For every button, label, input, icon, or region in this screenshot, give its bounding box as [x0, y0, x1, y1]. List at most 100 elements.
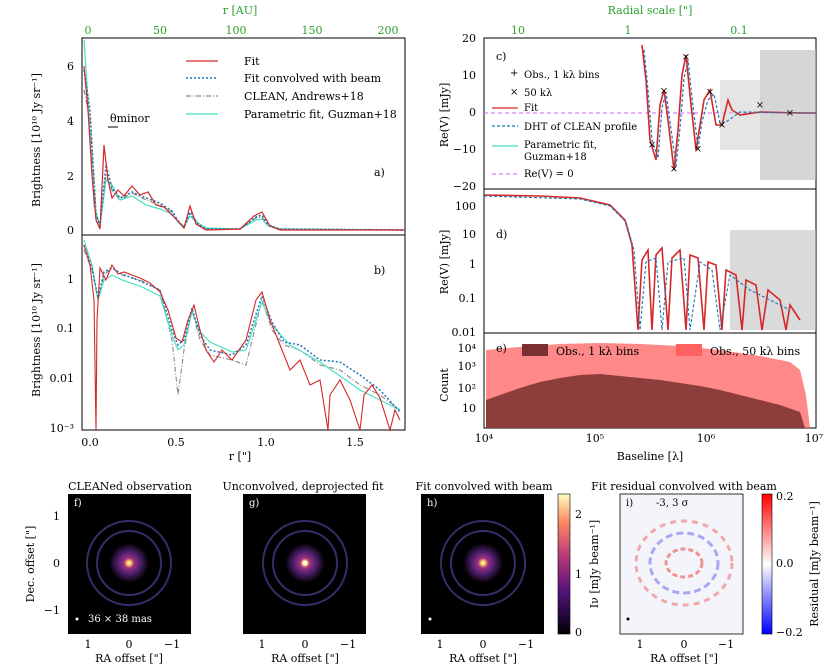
- legend-marker-x: ×: [510, 87, 518, 98]
- curve-clean-log: [83, 249, 401, 411]
- cbar1-label: Iν [mJy beam⁻¹]: [588, 520, 601, 608]
- xtick: 1: [437, 638, 444, 651]
- beam-marker: [428, 617, 432, 621]
- xtick: −1: [518, 638, 534, 651]
- ring-mid: [272, 530, 338, 596]
- panel-f-label: f): [74, 498, 82, 509]
- legend-item: Obs., 50 kλ bins: [710, 345, 800, 358]
- panel-a-yticks: 0 2 4 6: [67, 60, 74, 237]
- panel-i-label: i): [626, 498, 633, 509]
- cbar-tick: 0.2: [776, 490, 794, 503]
- marker-x: ×: [756, 100, 764, 111]
- image-ylabel: Dec. offset ["]: [24, 526, 37, 603]
- ytick: 10⁴: [458, 342, 477, 355]
- ytick: 10⁻³: [50, 422, 74, 435]
- xtick: −1: [718, 638, 734, 651]
- panel-d-label: d): [496, 228, 507, 241]
- hist-1k: [486, 374, 805, 428]
- marker-x: ×: [682, 52, 690, 63]
- left-top-ticks: 0 50 100 150 200: [85, 24, 399, 37]
- ytick: 0.01: [50, 372, 75, 385]
- colorbar-magma: [557, 493, 571, 635]
- beam-marker: [626, 617, 630, 621]
- ytick: −1: [44, 604, 60, 617]
- right-top-ticks: 10 1 0.1: [511, 24, 748, 37]
- panel-i-title: Fit residual convolved with beam: [591, 480, 777, 493]
- left-top-tick: 150: [302, 24, 323, 37]
- left-top-tick: 200: [378, 24, 399, 37]
- curve-parametric: [83, 39, 406, 231]
- panel-h-xticks: 1 0 −1: [437, 638, 535, 651]
- xtick: 1: [85, 638, 92, 651]
- marker-x: ×: [718, 120, 726, 131]
- panel-c-x-markers: × × × × × × × × ×: [648, 52, 794, 175]
- panel-h-label: h): [427, 498, 437, 509]
- panel-g-title: Unconvolved, deprojected fit: [222, 480, 384, 493]
- panel-d-ylabel: Re(V) [mJy]: [438, 230, 451, 294]
- ytick: 1: [53, 510, 60, 523]
- xtick: 0.0: [81, 436, 99, 449]
- xtick: 10⁷: [805, 432, 824, 445]
- legend-item: Obs., 1 kλ bins: [524, 70, 600, 81]
- panel-f-yticks: 1 0 −1: [44, 510, 60, 617]
- ytick: 6: [67, 60, 74, 73]
- cbar1-ticks: 0 1 2: [575, 508, 582, 639]
- panel-c-label: c): [496, 50, 506, 63]
- marker-x: ×: [660, 86, 668, 97]
- ytick: 2: [67, 170, 74, 183]
- cbar-tick: 0.0: [776, 557, 794, 570]
- legend-swatch: [522, 344, 548, 356]
- right-top-tick: 0.1: [730, 24, 748, 37]
- cbar-tick: −0.2: [776, 626, 803, 639]
- legend-swatch: [676, 344, 702, 356]
- ytick: 0: [67, 224, 74, 237]
- curve-convolved: [83, 69, 406, 231]
- cbar-tick: 0: [575, 626, 582, 639]
- panel-b-frame: [81, 234, 406, 431]
- curve-c-dht: [643, 49, 817, 167]
- left-top-tick: 0: [85, 24, 92, 37]
- left-xlabel: r ["]: [229, 450, 251, 463]
- ytick: 4: [67, 115, 74, 128]
- panel-h-title: Fit convolved with beam: [415, 480, 553, 493]
- ytick: 0: [469, 106, 476, 119]
- legend-item: Fit: [244, 55, 260, 68]
- legend-item: Guzman+18: [524, 152, 587, 163]
- legend-item: CLEAN, Andrews+18: [244, 90, 364, 103]
- xtick: 10⁶: [697, 432, 716, 445]
- ytick: 0.1: [57, 322, 75, 335]
- xtick: −1: [340, 638, 356, 651]
- xtick: 0: [126, 638, 133, 651]
- ytick: 10: [462, 69, 476, 82]
- panel-d-yticks: 0.01 0.1 1 10 100: [452, 200, 477, 339]
- curve-parametric-log: [83, 239, 401, 411]
- residual-ring: [634, 519, 734, 607]
- image-xlabel: RA offset ["]: [650, 652, 718, 665]
- theta-label: θminor: [110, 112, 150, 125]
- legend-marker-plus: +: [510, 68, 518, 79]
- xtick: 10⁵: [586, 432, 604, 445]
- marker-x: ×: [786, 108, 794, 119]
- panel-f-title: CLEANed observation: [68, 480, 192, 493]
- panel-e-label: e): [496, 342, 507, 355]
- curve-d-fit: [483, 194, 801, 331]
- curve-fit: [83, 65, 405, 231]
- panel-b-xticks: 0.0 0.5 1.0 1.5: [81, 436, 364, 449]
- cbar-tick: 2: [575, 508, 582, 521]
- marker-x: ×: [670, 164, 678, 175]
- disk-core: [109, 543, 149, 583]
- xtick: 10⁴: [475, 432, 494, 445]
- xtick: 1.5: [346, 436, 364, 449]
- cbar-tick: 1: [575, 568, 582, 581]
- ring-outer: [262, 520, 348, 606]
- panel-b-ylabel: Brightness [10¹⁰ Jy sr⁻¹]: [30, 263, 43, 397]
- panel-i-image: [619, 493, 744, 635]
- right-xlabel: Baseline [λ]: [617, 450, 683, 463]
- beam-size: 36 × 38 mas: [88, 614, 152, 625]
- ring-outer: [440, 520, 526, 606]
- ytick: −20: [453, 180, 476, 193]
- curve-d-dht: [483, 195, 791, 331]
- marker-x: ×: [694, 144, 702, 155]
- xtick: 1: [637, 638, 644, 651]
